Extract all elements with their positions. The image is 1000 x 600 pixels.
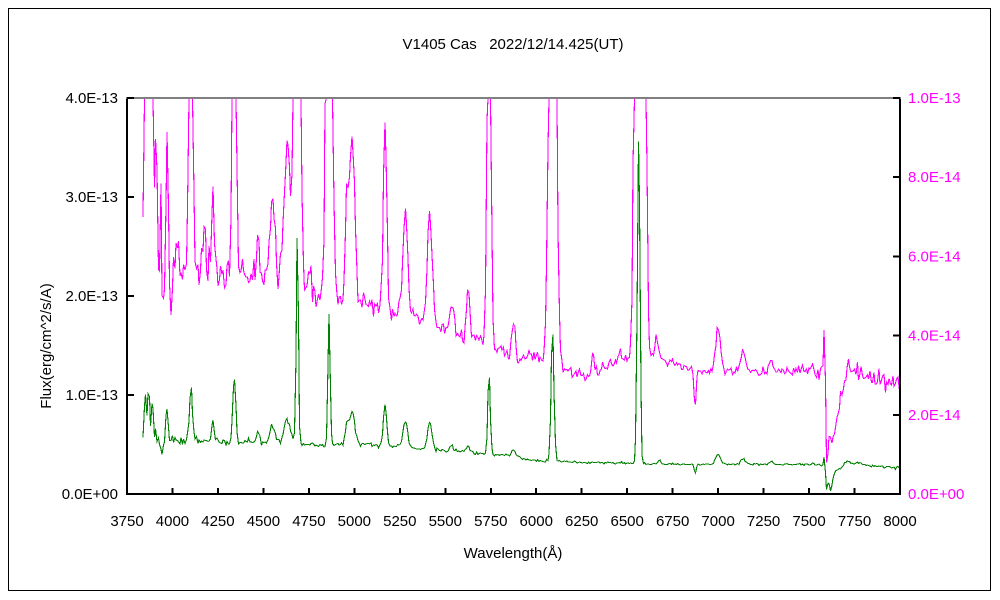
y-right-tick-label: 1.0E-13 xyxy=(908,90,961,107)
spectrum-magenta-right-axis xyxy=(142,97,901,463)
y-right-tick-label: 8.0E-14 xyxy=(908,169,961,186)
x-tick-label: 8000 xyxy=(883,513,916,530)
y-left-tick-label: 4.0E-13 xyxy=(65,90,118,107)
x-tick-label: 4250 xyxy=(201,513,234,530)
x-tick-label: 6250 xyxy=(565,513,598,530)
chart-title: V1405 Cas 2022/12/14.425(UT) xyxy=(403,36,624,53)
x-tick-label: 6750 xyxy=(656,513,689,530)
y-right-tick-label: 4.0E-14 xyxy=(908,328,961,345)
x-tick-label: 4750 xyxy=(292,513,325,530)
x-tick-label: 5250 xyxy=(383,513,416,530)
x-tick-label: 4000 xyxy=(156,513,189,530)
y-left-tick-label: 0.0E+00 xyxy=(62,486,118,503)
plot-frame xyxy=(126,97,901,495)
axis-ticks xyxy=(126,97,901,495)
spectrum-green-left-axis xyxy=(142,141,900,492)
x-tick-label: 7250 xyxy=(747,513,780,530)
spectra-layer xyxy=(142,97,901,492)
x-tick-label: 5750 xyxy=(474,513,507,530)
x-tick-label: 5500 xyxy=(429,513,462,530)
x-tick-label: 3750 xyxy=(110,513,143,530)
y-right-tick-label: 0.0E+00 xyxy=(908,486,964,503)
x-tick-label: 7000 xyxy=(701,513,734,530)
x-tick-label: 7750 xyxy=(838,513,871,530)
y-right-tick-label: 6.0E-14 xyxy=(908,248,961,265)
axis-tick-labels: 3750 4000 4250 4500 4750 5000 5250 5500 5750 6000… xyxy=(62,90,965,530)
y-right-tick-label: 2.0E-14 xyxy=(908,407,961,424)
x-tick-label: 6500 xyxy=(610,513,643,530)
y-axis-label: Flux(erg/cm^2/s/A) xyxy=(38,283,55,408)
y-left-tick-label: 2.0E-13 xyxy=(65,288,118,305)
x-tick-label: 5000 xyxy=(338,513,371,530)
y-left-tick-label: 3.0E-13 xyxy=(65,189,118,206)
x-tick-label: 4500 xyxy=(247,513,280,530)
x-axis-label: Wavelength(Å) xyxy=(464,545,563,562)
x-tick-label: 6000 xyxy=(520,513,553,530)
y-left-tick-label: 1.0E-13 xyxy=(65,387,118,404)
x-tick-label: 7500 xyxy=(792,513,825,530)
